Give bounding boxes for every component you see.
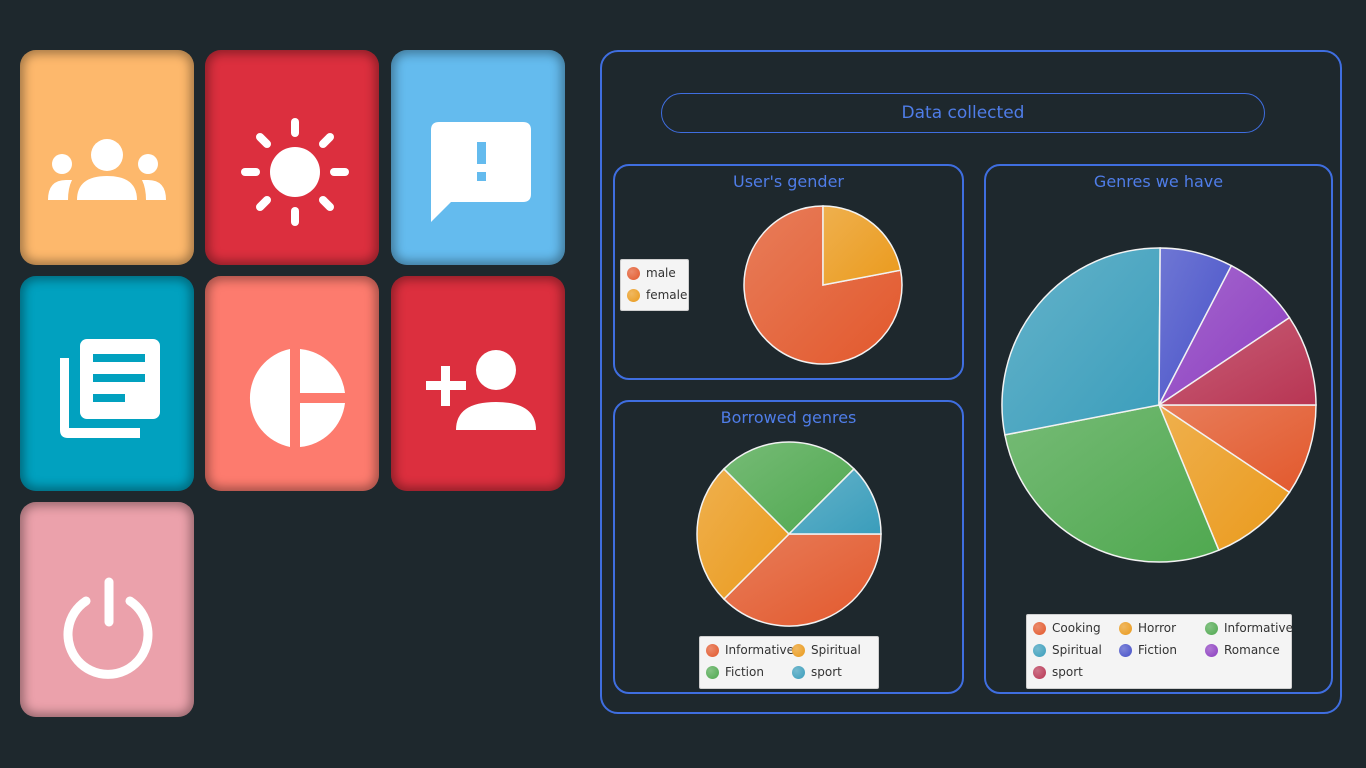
legend-swatch	[1205, 621, 1218, 635]
pie-slice-sport	[1156, 316, 1317, 406]
pie-slice-informative	[722, 533, 882, 627]
legend-item: sport	[1033, 665, 1083, 679]
legend-label: Horror	[1138, 621, 1177, 635]
legend-item: Fiction	[1119, 643, 1177, 657]
pie-slice-sport	[787, 467, 882, 535]
legend-swatch	[792, 665, 805, 679]
legend-label: Informative	[1224, 621, 1293, 635]
pie-slice-male	[743, 205, 903, 365]
legend-label: Spiritual	[811, 643, 861, 657]
legend-label: sport	[1052, 665, 1083, 679]
genres-we-have-pie-chart	[1001, 247, 1317, 563]
legend-swatch	[627, 266, 640, 280]
chart-title: Genres we have	[1093, 172, 1224, 191]
pie-slice-horror	[1157, 403, 1291, 552]
power-tile[interactable]	[20, 502, 194, 717]
legend-item: Horror	[1119, 621, 1176, 635]
data-collected-header: Data collected	[661, 93, 1265, 133]
gender-legend: male female	[620, 259, 689, 311]
legend-label: male	[646, 266, 676, 280]
legend-item: Spiritual	[1033, 643, 1102, 657]
legend-item: Informative	[706, 643, 794, 657]
borrowed-genres-card: Borrowed genres	[613, 400, 964, 694]
legend-swatch	[1033, 643, 1046, 657]
legend-label: female	[646, 288, 688, 302]
legend-label: sport	[811, 665, 842, 679]
gender-pie-chart	[743, 205, 903, 365]
chart-title: User's gender	[732, 172, 844, 191]
legend-item: sport	[792, 665, 842, 679]
library-tile[interactable]	[20, 276, 194, 491]
legend-swatch	[1033, 665, 1046, 679]
legend-swatch	[1033, 621, 1046, 635]
users-tile[interactable]	[20, 50, 194, 265]
legend-swatch	[1119, 643, 1132, 657]
statistics-tile[interactable]	[205, 276, 379, 491]
library-books-icon	[60, 339, 160, 438]
legend-label: Cooking	[1052, 621, 1101, 635]
legend-swatch	[1205, 643, 1218, 657]
gender-chart-card: User's gender	[613, 164, 964, 380]
pie-slice-cooking	[1156, 404, 1317, 494]
pie-slice-spiritual	[696, 467, 791, 601]
legend-label: Informative	[725, 643, 794, 657]
borrowed-genres-legend: Informative Spiritual Fiction sport	[699, 636, 879, 689]
borrowed-genres-pie-chart	[696, 441, 882, 627]
legend-swatch	[706, 643, 719, 657]
pie-slice-informative	[1003, 404, 1220, 563]
legend-label: Romance	[1224, 643, 1280, 657]
legend-label: Fiction	[725, 665, 764, 679]
sun-icon	[241, 118, 349, 226]
legend-item: Cooking	[1033, 621, 1101, 635]
legend-item: Informative	[1205, 621, 1293, 635]
genres-we-have-card: Genres we have	[984, 164, 1333, 694]
legend-swatch	[792, 643, 805, 657]
pie-slice-spiritual	[1001, 247, 1161, 436]
genres-we-have-legend: Cooking Horror Informative Spiritual Fiction…	[1026, 614, 1293, 689]
power-icon	[63, 577, 153, 679]
brightness-tile[interactable]	[205, 50, 379, 265]
group-icon	[48, 139, 166, 200]
pie-slice-fiction	[722, 441, 856, 536]
legend-item: Fiction	[706, 665, 764, 679]
legend-swatch	[627, 288, 640, 302]
feedback-icon	[431, 122, 531, 222]
legend-label: Spiritual	[1052, 643, 1102, 657]
pie-slice-female	[822, 205, 902, 286]
pie-chart-icon	[249, 349, 345, 447]
legend-label: Fiction	[1138, 643, 1177, 657]
legend-item: male	[627, 266, 676, 280]
person-add-icon	[426, 350, 536, 430]
chart-title: Borrowed genres	[720, 408, 857, 427]
feedback-tile[interactable]	[391, 50, 565, 265]
add-user-tile[interactable]	[391, 276, 565, 491]
legend-item: Spiritual	[792, 643, 861, 657]
data-panel	[600, 50, 1342, 714]
legend-item: female	[627, 288, 687, 302]
legend-swatch	[1119, 621, 1132, 635]
legend-item: Romance	[1205, 643, 1280, 657]
legend-swatch	[706, 665, 719, 679]
